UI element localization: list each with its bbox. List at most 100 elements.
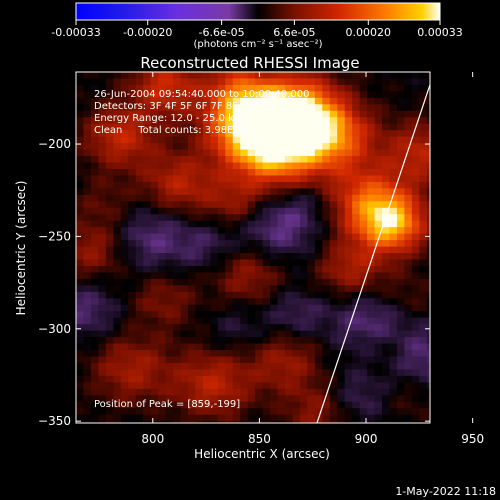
heatmap-cell [411, 194, 420, 202]
heatmap-cell [165, 337, 174, 345]
heatmap-cell [225, 285, 234, 293]
heatmap-cell [173, 317, 182, 325]
heatmap-cell [210, 168, 219, 177]
heatmap-cell [173, 220, 182, 228]
heatmap-cell [247, 91, 256, 99]
heatmap-cell [255, 175, 264, 183]
heatmap-cell [180, 72, 189, 80]
heatmap-cell [240, 421, 249, 423]
heatmap-cell [389, 194, 398, 202]
heatmap-cell [411, 362, 420, 371]
heatmap-cell [240, 104, 249, 112]
heatmap-cell [255, 401, 264, 409]
heatmap-cell [277, 207, 286, 215]
heatmap-cell [411, 162, 420, 170]
heatmap-cell [262, 240, 271, 248]
heatmap-cell [165, 214, 174, 222]
heatmap-cell [404, 337, 413, 345]
heatmap-cell [135, 97, 144, 105]
heatmap-cell [135, 337, 144, 345]
heatmap-cell [128, 369, 137, 377]
heatmap-cell [128, 188, 137, 196]
heatmap-cell [120, 298, 129, 306]
heatmap-cell [396, 311, 406, 319]
heatmap-cell [382, 317, 391, 325]
heatmap-cell [165, 143, 174, 151]
heatmap-cell [180, 311, 189, 319]
heatmap-cell [322, 369, 331, 377]
heatmap-cell [367, 194, 376, 202]
heatmap-cell [307, 175, 316, 183]
heatmap-cell [255, 375, 264, 383]
heatmap-cell [165, 265, 174, 274]
heatmap-cell [337, 84, 346, 92]
heatmap-cell [90, 214, 99, 222]
heatmap-cell [337, 330, 346, 338]
heatmap-cell [173, 291, 182, 299]
heatmap-cell [83, 130, 92, 138]
heatmap-cell [344, 330, 353, 338]
heatmap-cell [128, 136, 137, 144]
heatmap-cell [426, 253, 430, 261]
heatmap-cell [150, 181, 159, 189]
heatmap-cell [299, 414, 308, 422]
heatmap-cell [173, 149, 182, 157]
heatmap-cell [419, 104, 428, 112]
heatmap-cell [389, 84, 398, 92]
heatmap-cell [359, 272, 368, 280]
heatmap-cell [187, 362, 197, 371]
heatmap-cell [307, 298, 316, 306]
heatmap-cell [426, 291, 430, 299]
heatmap-cell [143, 84, 152, 92]
heatmap-cell [404, 162, 413, 170]
heatmap-cell [247, 388, 256, 396]
heatmap-cell [374, 201, 383, 209]
heatmap-cell [292, 220, 301, 228]
heatmap-cell [83, 317, 92, 325]
heatmap-cell [382, 84, 391, 92]
heatmap-cell [210, 401, 219, 409]
heatmap-cell [202, 285, 211, 293]
heatmap-cell [247, 330, 256, 338]
heatmap-cell [187, 291, 197, 299]
heatmap-cell [217, 91, 226, 99]
heatmap-cell [299, 337, 308, 345]
heatmap-cell [83, 375, 92, 383]
heatmap-cell [307, 181, 316, 189]
heatmap-cell [299, 156, 308, 164]
heatmap-cell [225, 311, 234, 319]
heatmap-cell [404, 382, 413, 390]
heatmap-cell [128, 220, 137, 228]
heatmap-cell [329, 414, 338, 422]
heatmap-cell [419, 414, 428, 422]
heatmap-cell [329, 311, 338, 319]
heatmap-cell [404, 253, 413, 261]
heatmap-cell [83, 369, 92, 377]
heatmap-cell [367, 175, 376, 183]
heatmap-cell [396, 369, 406, 377]
heatmap-cell [299, 317, 308, 325]
heatmap-cell [113, 350, 122, 358]
heatmap-cell [128, 181, 137, 189]
heatmap-cell [426, 104, 430, 112]
heatmap-cell [240, 259, 249, 267]
heatmap-cell [90, 207, 99, 215]
heatmap-cell [158, 414, 167, 422]
heatmap-cell [255, 110, 264, 118]
heatmap-cell [165, 91, 174, 99]
heatmap-cell [262, 375, 271, 383]
heatmap-cell [299, 123, 308, 131]
heatmap-cell [128, 401, 137, 409]
heatmap-cell [240, 110, 249, 118]
heatmap-cell [359, 298, 368, 306]
heatmap-cell [374, 130, 383, 138]
heatmap-cell [352, 162, 361, 170]
heatmap-cell [225, 123, 234, 131]
heatmap-cell [404, 421, 413, 423]
heatmap-cell [247, 408, 256, 416]
heatmap-cell [307, 201, 316, 209]
heatmap-cell [210, 330, 219, 338]
heatmap-cell [299, 110, 308, 118]
heatmap-cell [367, 369, 376, 377]
heatmap-cell [262, 253, 271, 261]
